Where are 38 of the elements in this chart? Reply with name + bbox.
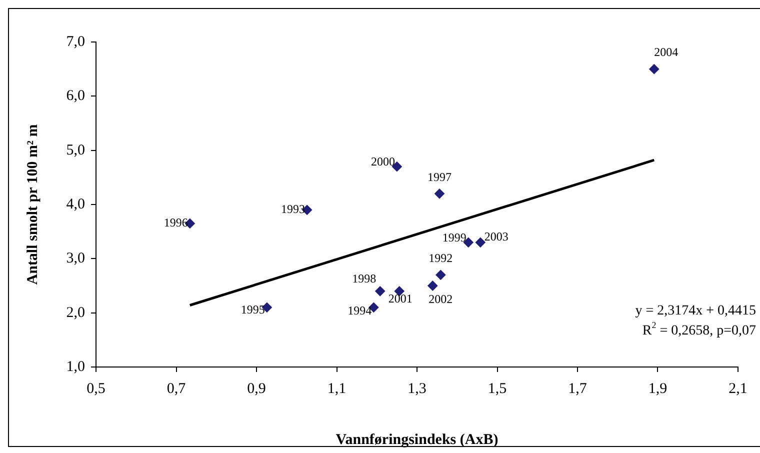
annotation: 2000 xyxy=(370,154,395,169)
point xyxy=(436,270,446,280)
y-tick-label: 5,0 xyxy=(66,142,85,158)
y-tick-label: 3,0 xyxy=(66,250,85,267)
annotation: 1993 xyxy=(281,202,306,216)
point xyxy=(428,280,438,291)
y-axis-title: Antall smolt pr 100 m² m xyxy=(24,124,41,285)
annotation: 1992 xyxy=(428,251,453,266)
x-tick-label: 1,5 xyxy=(488,380,507,397)
annotation: 2004 xyxy=(654,45,678,60)
y-tick-label: 4,0 xyxy=(66,196,85,212)
x-tick-label: 0,5 xyxy=(86,380,106,397)
x-tick-label: 2,1 xyxy=(728,380,748,397)
point xyxy=(434,188,444,199)
annotation: 2001 xyxy=(388,291,412,306)
x-tick-label: 1,1 xyxy=(327,380,346,397)
x-tick-label: 1,7 xyxy=(568,380,588,397)
annotation: 1998 xyxy=(352,271,376,286)
annotation: 1996 xyxy=(164,216,188,230)
x-tick-label: 1,3 xyxy=(408,380,426,397)
x-axis-title: Vannføringsindeks (AxB) xyxy=(336,432,498,448)
y-tick-label: 1,0 xyxy=(66,358,85,375)
x-tick-label: 0,9 xyxy=(247,380,266,397)
x-tick-label: 0,7 xyxy=(166,380,186,397)
annotation: 1994 xyxy=(348,304,372,318)
annotation: 1997 xyxy=(427,170,452,184)
x-tick-label: 1,9 xyxy=(648,380,668,397)
point xyxy=(375,286,386,296)
y-tick-label: 2,0 xyxy=(66,304,85,321)
point xyxy=(649,64,660,74)
annotation: 2003 xyxy=(484,230,508,244)
annotation: y = 2,3174x + 0,4415 xyxy=(635,304,756,319)
y-tick-label: 6,0 xyxy=(66,88,85,104)
point xyxy=(475,237,486,248)
annotation: 2002 xyxy=(428,292,453,306)
annotation: 1995 xyxy=(240,302,265,317)
annotation: 1999 xyxy=(442,230,466,245)
y-tick-label: 7,0 xyxy=(66,34,85,50)
